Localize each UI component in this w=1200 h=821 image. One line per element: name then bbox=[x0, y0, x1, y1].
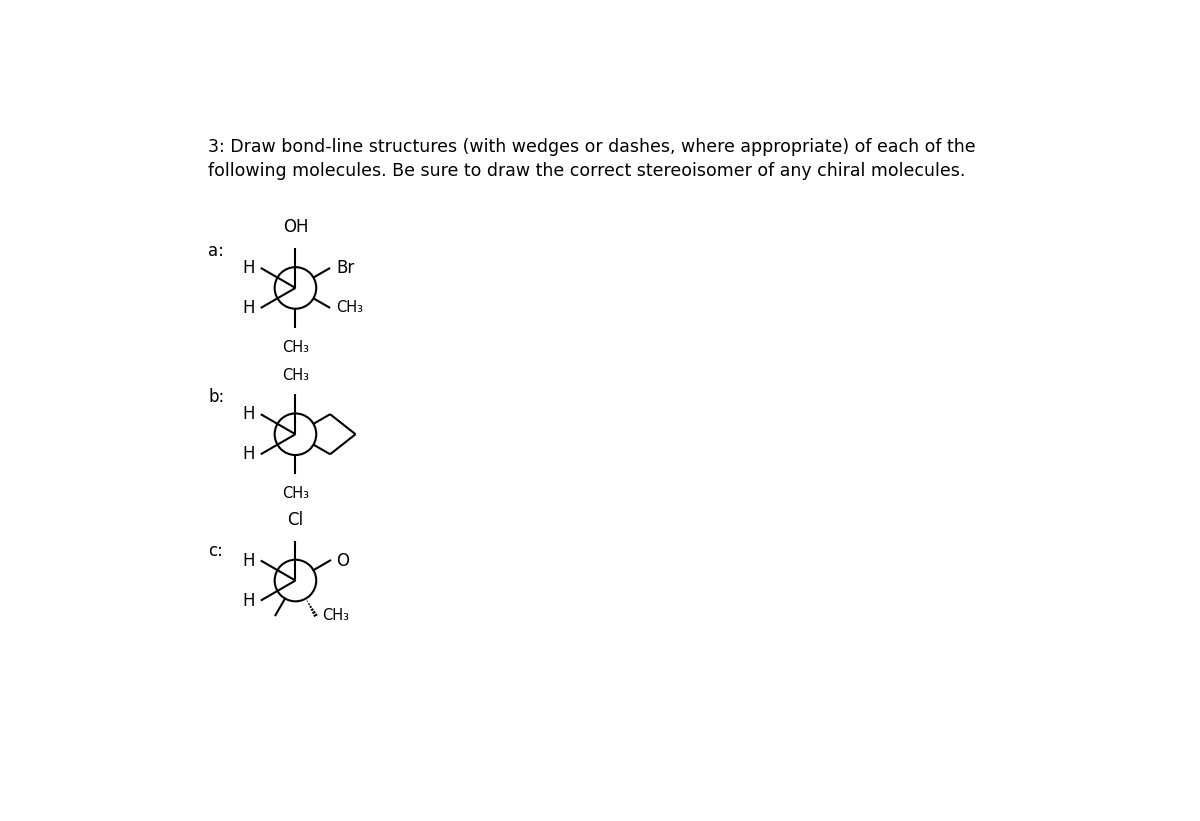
Text: following molecules. Be sure to draw the correct stereoisomer of any chiral mole: following molecules. Be sure to draw the… bbox=[209, 163, 966, 181]
Text: a:: a: bbox=[209, 241, 224, 259]
Text: H: H bbox=[242, 406, 254, 423]
Text: O: O bbox=[336, 552, 349, 570]
Text: c:: c: bbox=[209, 542, 223, 560]
Circle shape bbox=[275, 414, 317, 455]
Text: H: H bbox=[242, 445, 254, 463]
Text: CH₃: CH₃ bbox=[282, 368, 308, 383]
Text: H: H bbox=[242, 259, 254, 277]
Circle shape bbox=[275, 560, 317, 601]
Text: CH₃: CH₃ bbox=[282, 486, 308, 501]
Text: H: H bbox=[242, 299, 254, 317]
Text: CH₃: CH₃ bbox=[336, 300, 364, 315]
Text: Br: Br bbox=[336, 259, 354, 277]
Text: b:: b: bbox=[209, 388, 224, 406]
Circle shape bbox=[275, 267, 317, 309]
Text: 3: Draw bond-line structures (with wedges or dashes, where appropriate) of each : 3: Draw bond-line structures (with wedge… bbox=[209, 138, 976, 156]
Text: H: H bbox=[242, 592, 254, 609]
Text: CH₃: CH₃ bbox=[282, 340, 308, 355]
Text: CH₃: CH₃ bbox=[322, 608, 349, 622]
Text: Cl: Cl bbox=[287, 511, 304, 529]
Text: H: H bbox=[242, 552, 254, 570]
Text: OH: OH bbox=[283, 218, 308, 236]
